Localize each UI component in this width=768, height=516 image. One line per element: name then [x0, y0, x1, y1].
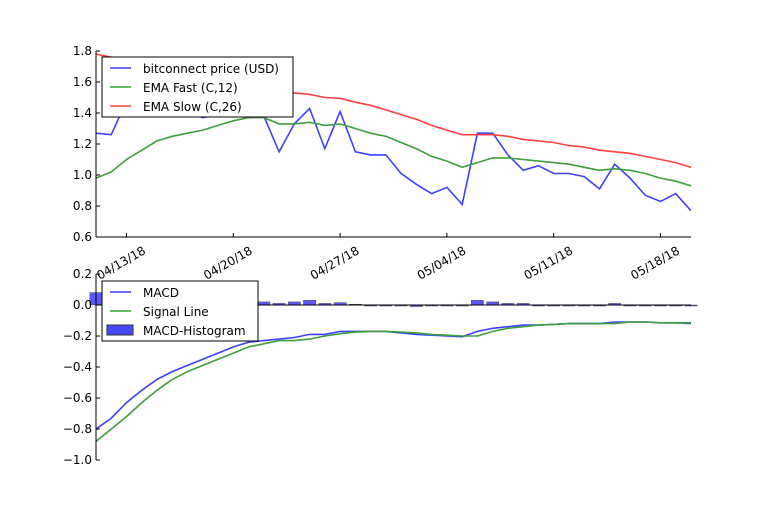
histogram-bar	[471, 300, 484, 306]
y-tick-label: 0.0	[73, 298, 92, 312]
legend: bitconnect price (USD) EMA Fast (C,12) EMA…	[101, 56, 294, 118]
x-tick-label: 04/20/18	[201, 243, 255, 282]
legend-label: MACD	[143, 286, 179, 300]
y-tick-label: −1.0	[63, 453, 92, 467]
legend-label: MACD-Histogram	[143, 324, 246, 338]
x-tick-label: 05/11/18	[522, 243, 576, 282]
panel-0: 0.6 0.8 1.0 1.2 1.4 1.6 1.8 04/13/18 04/20/18 04/…	[73, 44, 692, 283]
y-tick-label: 1.2	[73, 137, 92, 151]
x-tick-label: 04/13/18	[94, 243, 148, 282]
y-tick-label: 1.6	[73, 75, 92, 89]
y-tick-label: −0.2	[63, 329, 92, 343]
x-tick-label: 05/04/18	[415, 243, 469, 282]
y-tick-label: −0.8	[63, 422, 92, 436]
series-line-1	[95, 321, 691, 443]
y-tick-label: 0.6	[73, 230, 92, 244]
panel-1: −1.0 −0.8 −0.6 −0.4 −0.2 0.0 0.2 MACD Signal Lin…	[63, 267, 698, 467]
y-tick-label: 1.4	[73, 106, 92, 120]
y-tick-label: −0.4	[63, 360, 92, 374]
histogram-bar	[303, 300, 316, 306]
y-tick-label: 0.2	[73, 267, 92, 281]
y-tick-label: 1.0	[73, 168, 92, 182]
legend-swatch	[106, 324, 134, 336]
legend-label: Signal Line	[143, 305, 209, 319]
legend: MACD Signal Line MACD-Histogram	[101, 280, 259, 342]
legend-box	[101, 56, 294, 118]
legend-label: EMA Slow (C,26)	[143, 100, 242, 114]
x-tick-label: 04/27/18	[308, 243, 362, 282]
series-line-1	[95, 116, 692, 187]
y-tick-label: −0.6	[63, 391, 92, 405]
legend-label: bitconnect price (USD)	[143, 62, 279, 76]
y-tick-label: 0.8	[73, 199, 92, 213]
y-tick-label: 1.8	[73, 44, 92, 58]
x-tick-label: 05/18/18	[628, 243, 682, 282]
legend-label: EMA Fast (C,12)	[143, 81, 238, 95]
